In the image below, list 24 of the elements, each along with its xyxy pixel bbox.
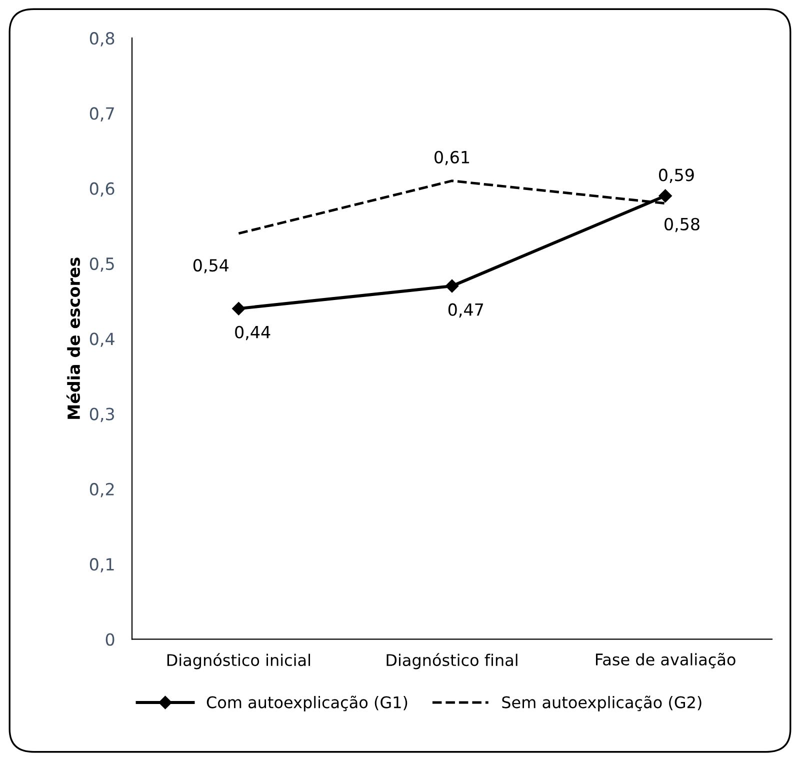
- data-label: 0,44: [235, 326, 270, 340]
- point: [445, 279, 459, 293]
- y-tick-label: 0,5: [90, 257, 114, 272]
- y-axis-title: Média de escores: [66, 258, 80, 419]
- point: [658, 189, 672, 202]
- y-tick-label: 0,3: [90, 408, 114, 422]
- data-label: 0,54: [193, 259, 229, 274]
- x-tick-label: Diagnóstico final: [386, 653, 518, 670]
- point: [232, 302, 246, 316]
- data-label: 0,61: [434, 150, 470, 166]
- y-tick-label: 0,7: [90, 107, 114, 122]
- data-label: 0,47: [448, 303, 484, 318]
- y-tick-label: 0,8: [90, 32, 114, 46]
- x-tick-label: Diagnóstico inicial: [167, 653, 310, 670]
- x-tick-label: Fase de avaliação: [596, 652, 736, 668]
- y-tick-label: 0,2: [90, 482, 114, 498]
- legend-label: Com autoexplicação (G1): [206, 696, 408, 712]
- y-tick-label: 0,4: [90, 332, 114, 347]
- data-label: 0,58: [664, 218, 700, 232]
- data-label: 0,59: [658, 168, 694, 183]
- y-tick-label: 0,6: [90, 182, 114, 197]
- y-tick-label: 0,1: [90, 558, 114, 572]
- y-tick-label: 0: [106, 633, 114, 646]
- legend-label: Sem autoexplicação (G2): [502, 696, 702, 712]
